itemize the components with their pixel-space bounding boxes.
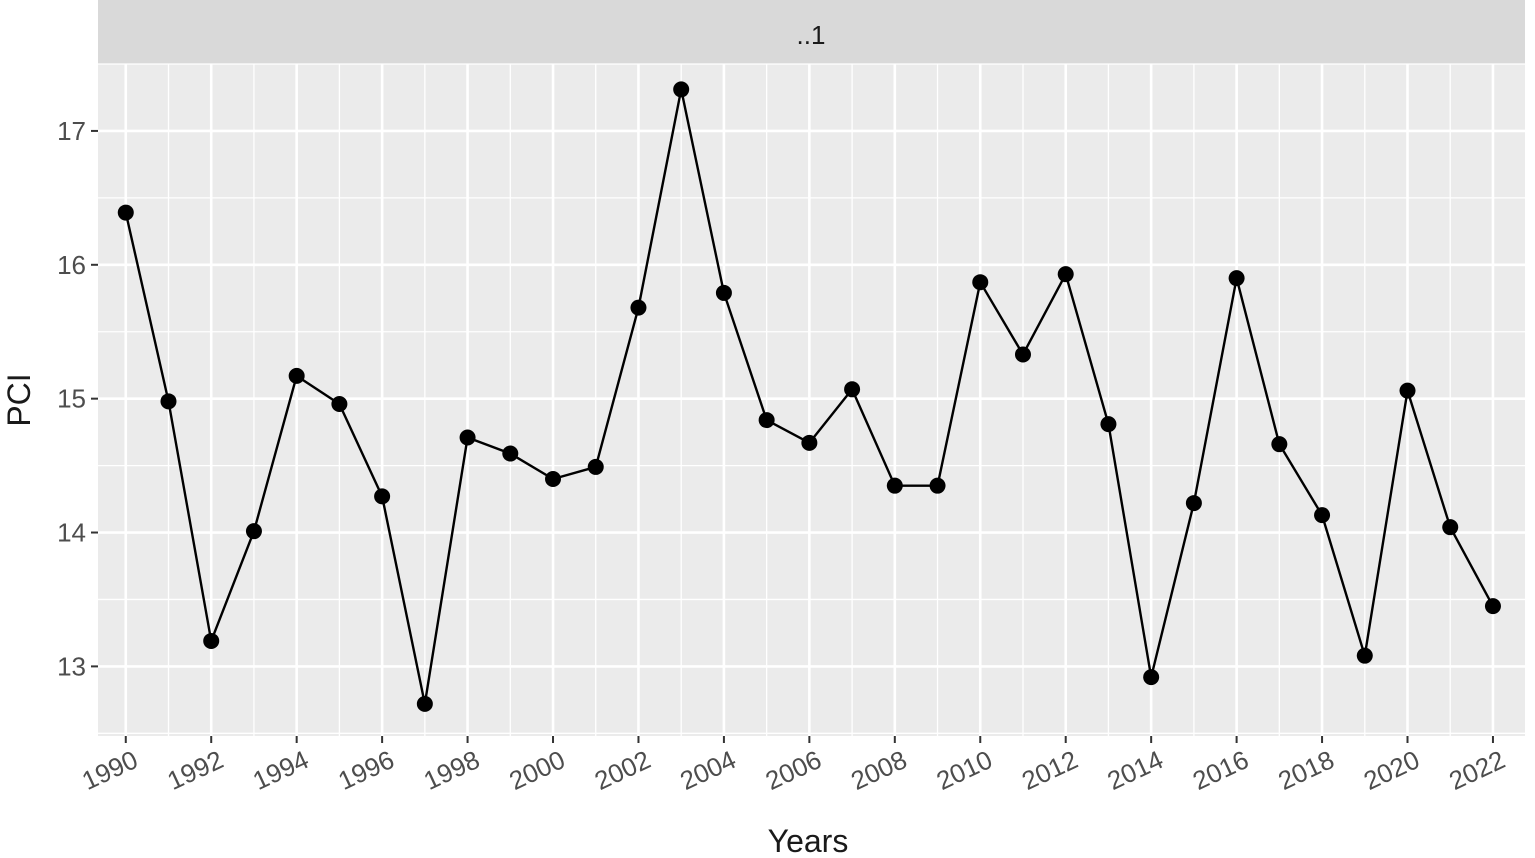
data-point xyxy=(416,695,433,712)
data-point xyxy=(1442,519,1459,536)
data-point xyxy=(1356,647,1373,664)
data-point xyxy=(801,434,818,451)
data-point xyxy=(673,81,690,98)
data-point xyxy=(203,632,220,649)
data-point xyxy=(1100,416,1117,433)
y-tick-label: 13 xyxy=(57,651,86,681)
data-point xyxy=(1185,495,1202,512)
data-point xyxy=(1314,507,1331,524)
x-tick-label: 2018 xyxy=(1273,744,1338,796)
x-tick-label: 2008 xyxy=(846,744,911,796)
y-axis: 13 14 15 16 17 xyxy=(57,116,98,681)
y-axis-title: PCI xyxy=(1,373,37,426)
data-point xyxy=(459,429,476,446)
x-tick-label: 2004 xyxy=(675,744,740,796)
data-point xyxy=(972,274,989,291)
x-tick-label: 2010 xyxy=(932,744,997,796)
x-tick-label: 2006 xyxy=(761,744,826,796)
x-tick-label: 2002 xyxy=(590,744,655,796)
facet-strip xyxy=(98,0,1525,64)
data-point xyxy=(374,488,391,505)
data-point xyxy=(117,204,134,221)
x-tick-label: 1994 xyxy=(248,744,313,796)
data-point xyxy=(587,458,604,475)
data-point xyxy=(288,367,305,384)
data-point xyxy=(844,381,861,398)
x-tick-label: 1996 xyxy=(334,744,399,796)
data-point xyxy=(929,477,946,494)
data-point xyxy=(630,299,647,316)
x-tick-label: 2012 xyxy=(1017,744,1082,796)
data-point xyxy=(715,284,732,301)
x-tick-label: 2000 xyxy=(504,744,569,796)
data-point xyxy=(502,445,519,462)
major-gridlines xyxy=(98,64,1525,736)
data-point xyxy=(886,477,903,494)
x-tick-label: 1992 xyxy=(163,744,228,796)
y-tick-label: 16 xyxy=(57,250,86,280)
data-point xyxy=(1271,436,1288,453)
data-point xyxy=(1399,382,1416,399)
x-tick-label: 2016 xyxy=(1188,744,1253,796)
data-point xyxy=(758,412,775,429)
x-axis-title: Years xyxy=(768,823,849,858)
data-point xyxy=(160,393,177,410)
x-tick-label: 2014 xyxy=(1103,744,1168,796)
x-tick-label: 1990 xyxy=(77,744,142,796)
data-point xyxy=(1484,598,1501,615)
data-point xyxy=(545,470,562,487)
x-tick-label: 2020 xyxy=(1359,744,1424,796)
x-tick-label: 1998 xyxy=(419,744,484,796)
x-axis: 1990 1992 1994 1996 1998 2000 2002 2004 2006 2008… xyxy=(77,736,1509,796)
data-point xyxy=(1228,270,1245,287)
data-point xyxy=(245,523,262,540)
plot-panel xyxy=(98,64,1525,736)
minor-gridlines xyxy=(98,63,1525,736)
series-points xyxy=(117,81,1501,712)
y-tick-label: 14 xyxy=(57,518,86,548)
data-point xyxy=(331,396,348,413)
x-tick-label: 2022 xyxy=(1444,744,1509,796)
y-tick-label: 15 xyxy=(57,384,86,414)
y-tick-label: 17 xyxy=(57,116,86,146)
data-point xyxy=(1014,346,1031,363)
data-point xyxy=(1057,266,1074,283)
data-point xyxy=(1143,669,1160,686)
facet-strip-label: ..1 xyxy=(797,20,826,50)
